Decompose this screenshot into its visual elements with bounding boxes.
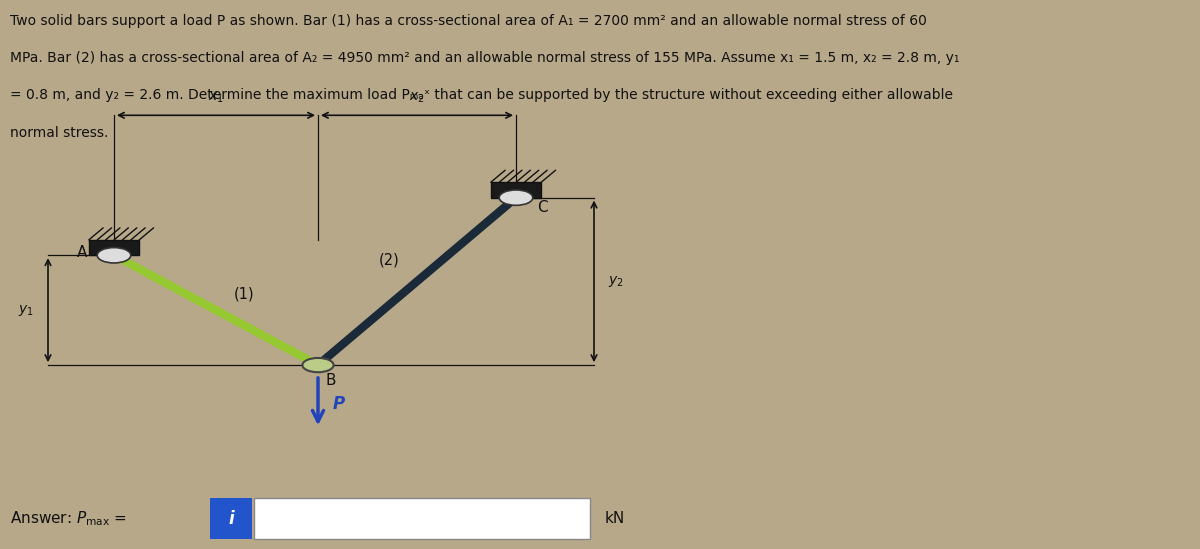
Text: $x_2$: $x_2$: [409, 91, 425, 105]
Text: i: i: [228, 510, 234, 528]
Text: Two solid bars support a load P as shown. Bar (1) has a cross-sectional area of : Two solid bars support a load P as shown…: [10, 14, 926, 28]
Circle shape: [97, 248, 131, 263]
Text: B: B: [325, 373, 336, 388]
Text: MPa. Bar (2) has a cross-sectional area of A₂ = 4950 mm² and an allowable normal: MPa. Bar (2) has a cross-sectional area …: [10, 51, 959, 65]
Text: $y_2$: $y_2$: [608, 274, 624, 289]
Bar: [491, 182, 541, 198]
Text: A: A: [77, 245, 88, 260]
Text: Answer: $P_{\mathrm{max}}$ =: Answer: $P_{\mathrm{max}}$ =: [10, 509, 127, 528]
Text: P: P: [332, 395, 344, 413]
Text: kN: kN: [605, 511, 625, 526]
Text: (2): (2): [378, 253, 398, 267]
Text: $y_1$: $y_1$: [18, 302, 34, 318]
Bar: [89, 240, 139, 255]
Text: (1): (1): [234, 287, 254, 302]
Text: = 0.8 m, and y₂ = 2.6 m. Determine the maximum load Pₘₐˣ that can be supported b: = 0.8 m, and y₂ = 2.6 m. Determine the m…: [10, 88, 953, 103]
Bar: [254, 498, 590, 539]
Bar: [210, 498, 252, 539]
Text: $x_1$: $x_1$: [208, 91, 224, 105]
Text: normal stress.: normal stress.: [10, 126, 108, 140]
Text: C: C: [538, 200, 548, 215]
Circle shape: [499, 190, 533, 205]
Circle shape: [302, 358, 334, 372]
